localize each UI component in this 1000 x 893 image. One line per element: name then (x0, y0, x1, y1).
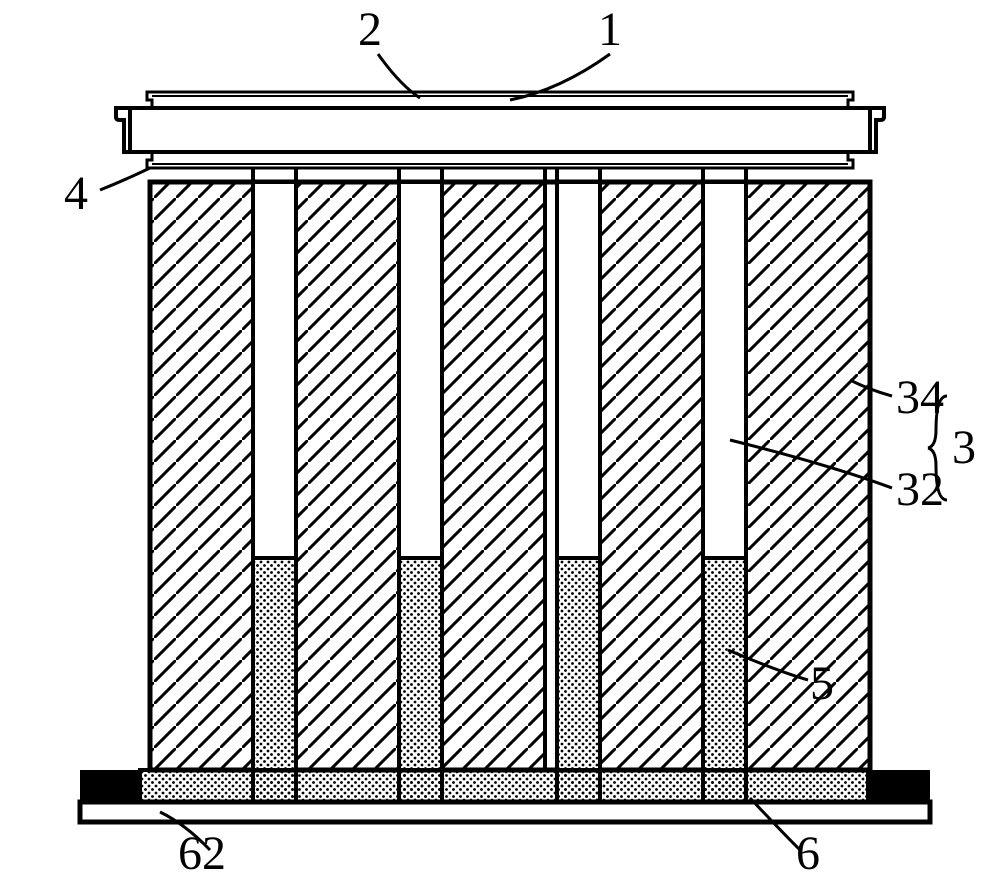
label-5: 5 (810, 656, 834, 711)
label-32: 32 (896, 462, 944, 517)
label-3: 3 (952, 420, 976, 475)
header-assembly (116, 92, 884, 168)
label-2: 2 (358, 2, 382, 57)
label-4: 4 (64, 166, 88, 221)
label-34: 34 (896, 370, 944, 425)
technical-diagram (0, 0, 1000, 893)
label-62: 62 (178, 826, 226, 881)
label-6: 6 (796, 826, 820, 881)
base-assembly (80, 770, 930, 822)
body-assembly (150, 182, 870, 802)
label-1: 1 (598, 2, 622, 57)
